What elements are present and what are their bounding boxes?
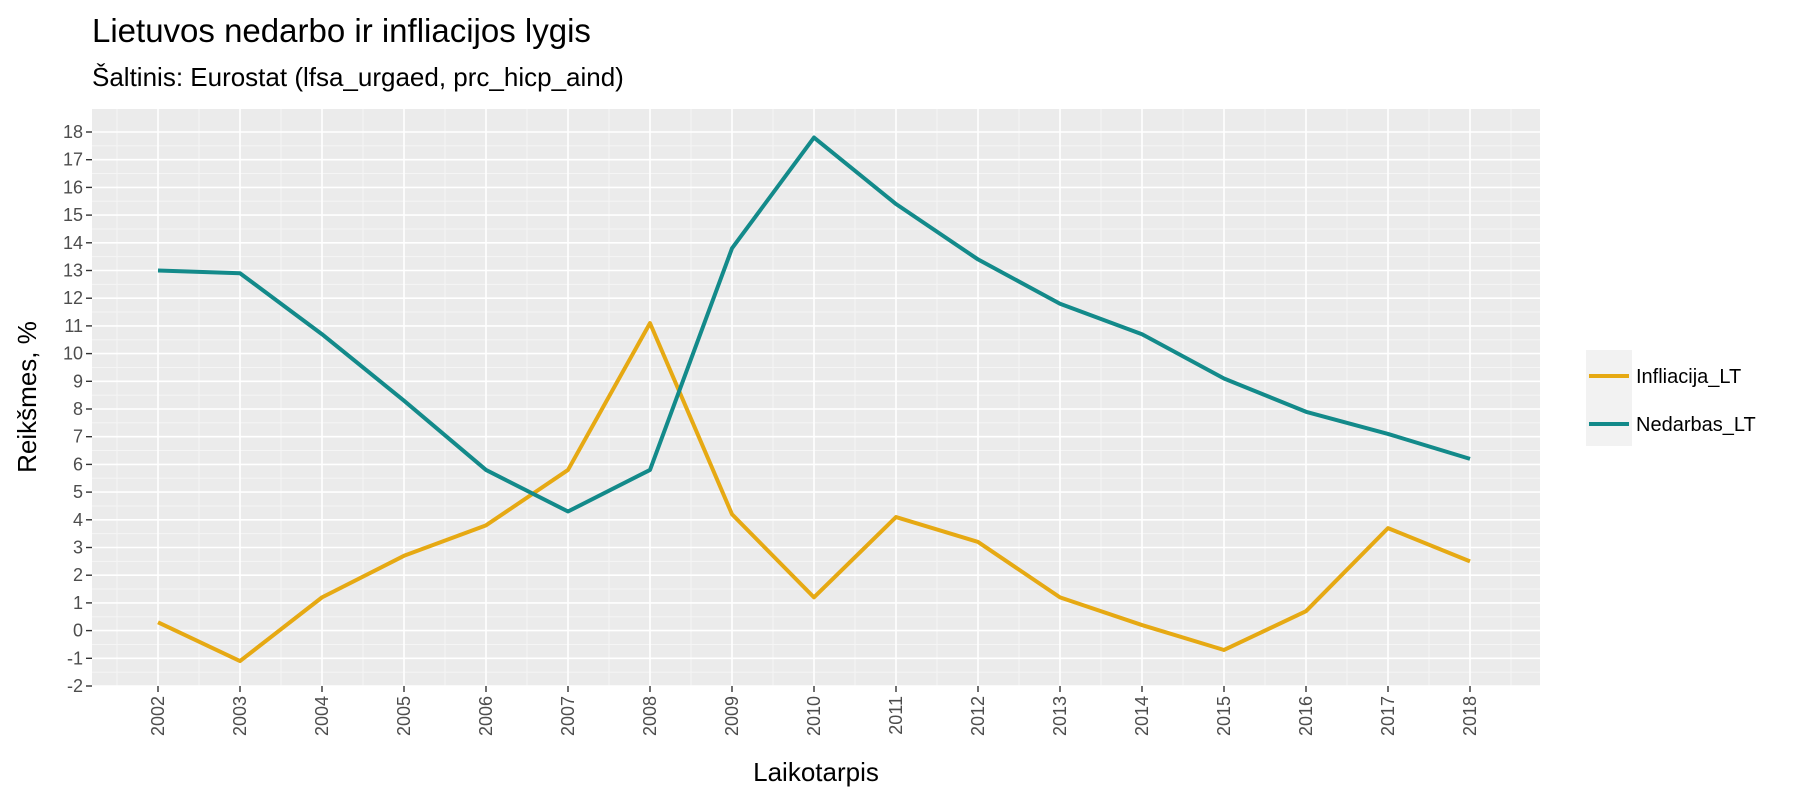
x-tick-label: 2016 (1296, 696, 1316, 736)
chart-subtitle: Šaltinis: Eurostat (lfsa_urgaed, prc_hic… (92, 62, 624, 92)
y-tick-label: 13 (63, 261, 83, 281)
y-tick-label: 10 (63, 344, 83, 364)
x-tick-label: 2012 (968, 696, 988, 736)
x-tick-label: 2009 (722, 696, 742, 736)
series-lines (157, 135, 1471, 664)
legend-key-background (1586, 350, 1632, 446)
x-tick-label: 2013 (1050, 696, 1070, 736)
y-tick-label: 18 (63, 122, 83, 142)
y-tick-label: -2 (67, 676, 83, 696)
plot-panel (92, 109, 1540, 686)
y-tick-label: 4 (73, 510, 83, 530)
y-tick-label: 17 (63, 150, 83, 170)
y-tick-label: 9 (73, 371, 83, 391)
x-tick-label: 2018 (1460, 696, 1480, 736)
x-tick-label: 2005 (394, 696, 414, 736)
x-tick-label: 2011 (886, 696, 906, 735)
series-line-infliacija-lt (157, 321, 1471, 664)
x-tick-label: 2006 (476, 696, 496, 736)
y-tick-label: 8 (73, 399, 83, 419)
series-line-nedarbas-lt (157, 135, 1471, 514)
x-tick-label: 2004 (312, 696, 332, 736)
y-tick-label: 3 (73, 538, 83, 558)
x-axis: 2002 2003 2004 2005 2006 2007 2008 2009 2010 2011… (148, 686, 1480, 736)
y-tick-label: 6 (73, 454, 83, 474)
y-tick-label: 11 (64, 316, 83, 336)
x-tick-label: 2010 (804, 696, 824, 736)
legend-label-nedarbas-lt: Nedarbas_LT (1636, 414, 1756, 436)
x-tick-label: 2014 (1132, 696, 1152, 736)
y-tick-label: 15 (63, 205, 83, 225)
grid-lines (92, 109, 1540, 687)
y-tick-label: 16 (63, 177, 83, 197)
x-tick-label: 2008 (640, 696, 660, 736)
legend: Infliacija_LT Nedarbas_LT (1586, 350, 1756, 446)
legend-label-infliacija-lt: Infliacija_LT (1636, 366, 1741, 388)
y-tick-label: 7 (73, 427, 83, 447)
y-tick-label: -1 (67, 648, 83, 668)
x-axis-title: Laikotarpis (753, 757, 879, 787)
x-tick-label: 2017 (1378, 696, 1398, 736)
y-tick-label: 14 (63, 233, 83, 253)
x-tick-label: 2003 (230, 696, 250, 736)
x-tick-label: 2007 (558, 696, 578, 736)
y-axis-title: Reikšmes, % (12, 321, 42, 473)
y-tick-label: 2 (73, 565, 83, 585)
y-tick-label: 1 (73, 593, 83, 613)
y-tick-label: 5 (73, 482, 83, 502)
x-tick-label: 2015 (1214, 696, 1234, 736)
y-tick-label: 0 (73, 621, 83, 641)
x-tick-label: 2002 (148, 696, 168, 736)
chart-title: Lietuvos nedarbo ir infliacijos lygis (92, 12, 591, 49)
y-tick-label: 12 (63, 288, 83, 308)
